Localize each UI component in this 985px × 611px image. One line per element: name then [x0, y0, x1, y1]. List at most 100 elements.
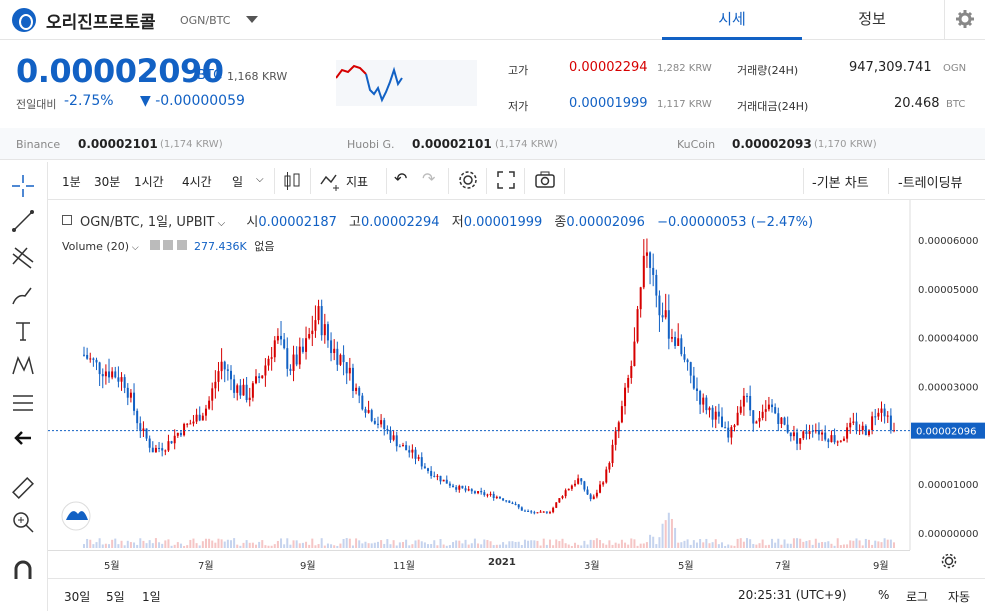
collapse-icon[interactable]: [62, 215, 72, 225]
range-5d[interactable]: 5일: [106, 590, 125, 604]
camera-icon[interactable]: [534, 170, 556, 190]
volume-bar: [273, 544, 276, 548]
candle-body: [383, 420, 386, 429]
volume-bar: [229, 540, 232, 548]
indicator-icon[interactable]: [320, 170, 342, 192]
candle-body: [195, 414, 198, 422]
candle-body: [577, 478, 580, 484]
arrow-left-icon[interactable]: [9, 424, 37, 452]
interval-1d[interactable]: 일: [232, 175, 244, 189]
volume-bar: [198, 545, 201, 548]
tradingview-button[interactable]: -트레이딩뷰: [898, 176, 963, 191]
undo-icon[interactable]: ↶: [394, 169, 408, 188]
volume-bar: [139, 538, 142, 548]
volume-bar: [270, 545, 273, 548]
candle-body: [477, 491, 480, 494]
candle-body: [226, 369, 229, 371]
candle-body: [311, 330, 314, 335]
percent-toggle[interactable]: %: [878, 588, 890, 602]
gear-icon[interactable]: [941, 553, 957, 569]
interval-4h[interactable]: 4시간: [182, 175, 212, 189]
volume-bar: [295, 540, 298, 548]
candle-body: [708, 407, 711, 411]
volume-label[interactable]: Volume (20): [62, 240, 129, 253]
magnet-icon[interactable]: [9, 557, 37, 585]
ruler-icon[interactable]: [9, 474, 37, 502]
text-tool-icon[interactable]: [9, 317, 37, 345]
range-1d[interactable]: 1일: [142, 590, 161, 604]
volume-bar: [214, 542, 217, 548]
volume-bar: [583, 540, 586, 548]
chevron-down-icon[interactable]: ⌵: [214, 218, 229, 229]
fib-levels-icon[interactable]: [9, 389, 37, 417]
coin-name[interactable]: 오리진프로토콜: [46, 13, 156, 33]
volume-bar: [864, 538, 867, 548]
x-tick-label: 9월: [873, 561, 889, 572]
pitchfork-icon[interactable]: [9, 244, 37, 272]
volume-bar: [586, 544, 589, 548]
volume-bar: [689, 544, 692, 548]
volume-bar: [233, 538, 236, 548]
trend-line-icon[interactable]: [9, 207, 37, 235]
candle-body: [414, 449, 417, 459]
log-toggle[interactable]: 로그: [906, 590, 929, 604]
basic-chart-button[interactable]: -기본 차트: [812, 176, 869, 191]
volume-bar: [148, 540, 151, 548]
candle-body: [523, 510, 526, 512]
candle-type-icon[interactable]: [282, 170, 302, 192]
candle-body: [611, 444, 614, 464]
candle-body: [833, 435, 836, 443]
tab-info[interactable]: 정보: [858, 10, 886, 28]
gear-icon[interactable]: [163, 240, 174, 250]
close-icon[interactable]: [176, 240, 187, 250]
redo-icon[interactable]: ↷: [422, 169, 436, 188]
candle-body: [683, 354, 686, 360]
volume-bar: [877, 541, 880, 548]
volume-bar: [355, 538, 358, 548]
tab-market[interactable]: 시세: [662, 0, 802, 40]
volume-bar: [855, 538, 858, 548]
chevron-down-icon[interactable]: [246, 16, 258, 23]
candle-body: [258, 376, 261, 379]
volume-bar: [858, 540, 861, 548]
interval-30m[interactable]: 30분: [94, 175, 121, 189]
volume-bar: [179, 543, 182, 548]
pattern-icon[interactable]: [9, 352, 37, 380]
zoom-in-icon[interactable]: [9, 508, 37, 536]
interval-1h[interactable]: 1시간: [134, 175, 164, 189]
candle-body: [764, 409, 767, 412]
high-label: 고가: [508, 64, 529, 77]
candle-body: [586, 489, 589, 495]
crosshair-icon[interactable]: [9, 172, 37, 200]
volume-bar: [470, 543, 473, 548]
eye-icon[interactable]: [149, 240, 160, 250]
candle-body: [574, 483, 577, 486]
settings-button[interactable]: [944, 0, 985, 40]
price-chart[interactable]: 0.00006000 0.00005000 0.00004000 0.00003000…: [48, 200, 985, 550]
interval-1m[interactable]: 1분: [62, 175, 81, 189]
legend-symbol[interactable]: OGN/BTC, 1일, UPBIT: [80, 215, 215, 230]
candle-body: [517, 504, 520, 508]
volume-bar: [867, 539, 870, 548]
fullscreen-icon[interactable]: [496, 170, 516, 190]
coin-pair[interactable]: OGN/BTC: [180, 14, 231, 27]
brush-icon[interactable]: [9, 282, 37, 310]
indicator-button[interactable]: 지표: [346, 175, 369, 189]
clock-time[interactable]: 20:25:31 (UTC+9): [738, 588, 847, 602]
volume-bar: [489, 541, 492, 548]
gear-icon[interactable]: [458, 170, 478, 190]
range-30d[interactable]: 30일: [64, 590, 91, 604]
low-label: 저가: [508, 100, 529, 113]
candle-body: [392, 435, 395, 440]
chevron-down-icon[interactable]: ⌵: [256, 174, 264, 185]
candle-body: [98, 362, 101, 375]
candle-body: [408, 450, 411, 453]
candle-body: [264, 365, 267, 376]
volume-bar: [108, 544, 111, 548]
candle-body: [633, 341, 636, 367]
candle-body: [430, 470, 433, 476]
candle-body: [589, 494, 592, 500]
volume-bar: [811, 544, 814, 548]
volume-bar: [724, 545, 727, 548]
auto-toggle[interactable]: 자동: [948, 590, 971, 604]
